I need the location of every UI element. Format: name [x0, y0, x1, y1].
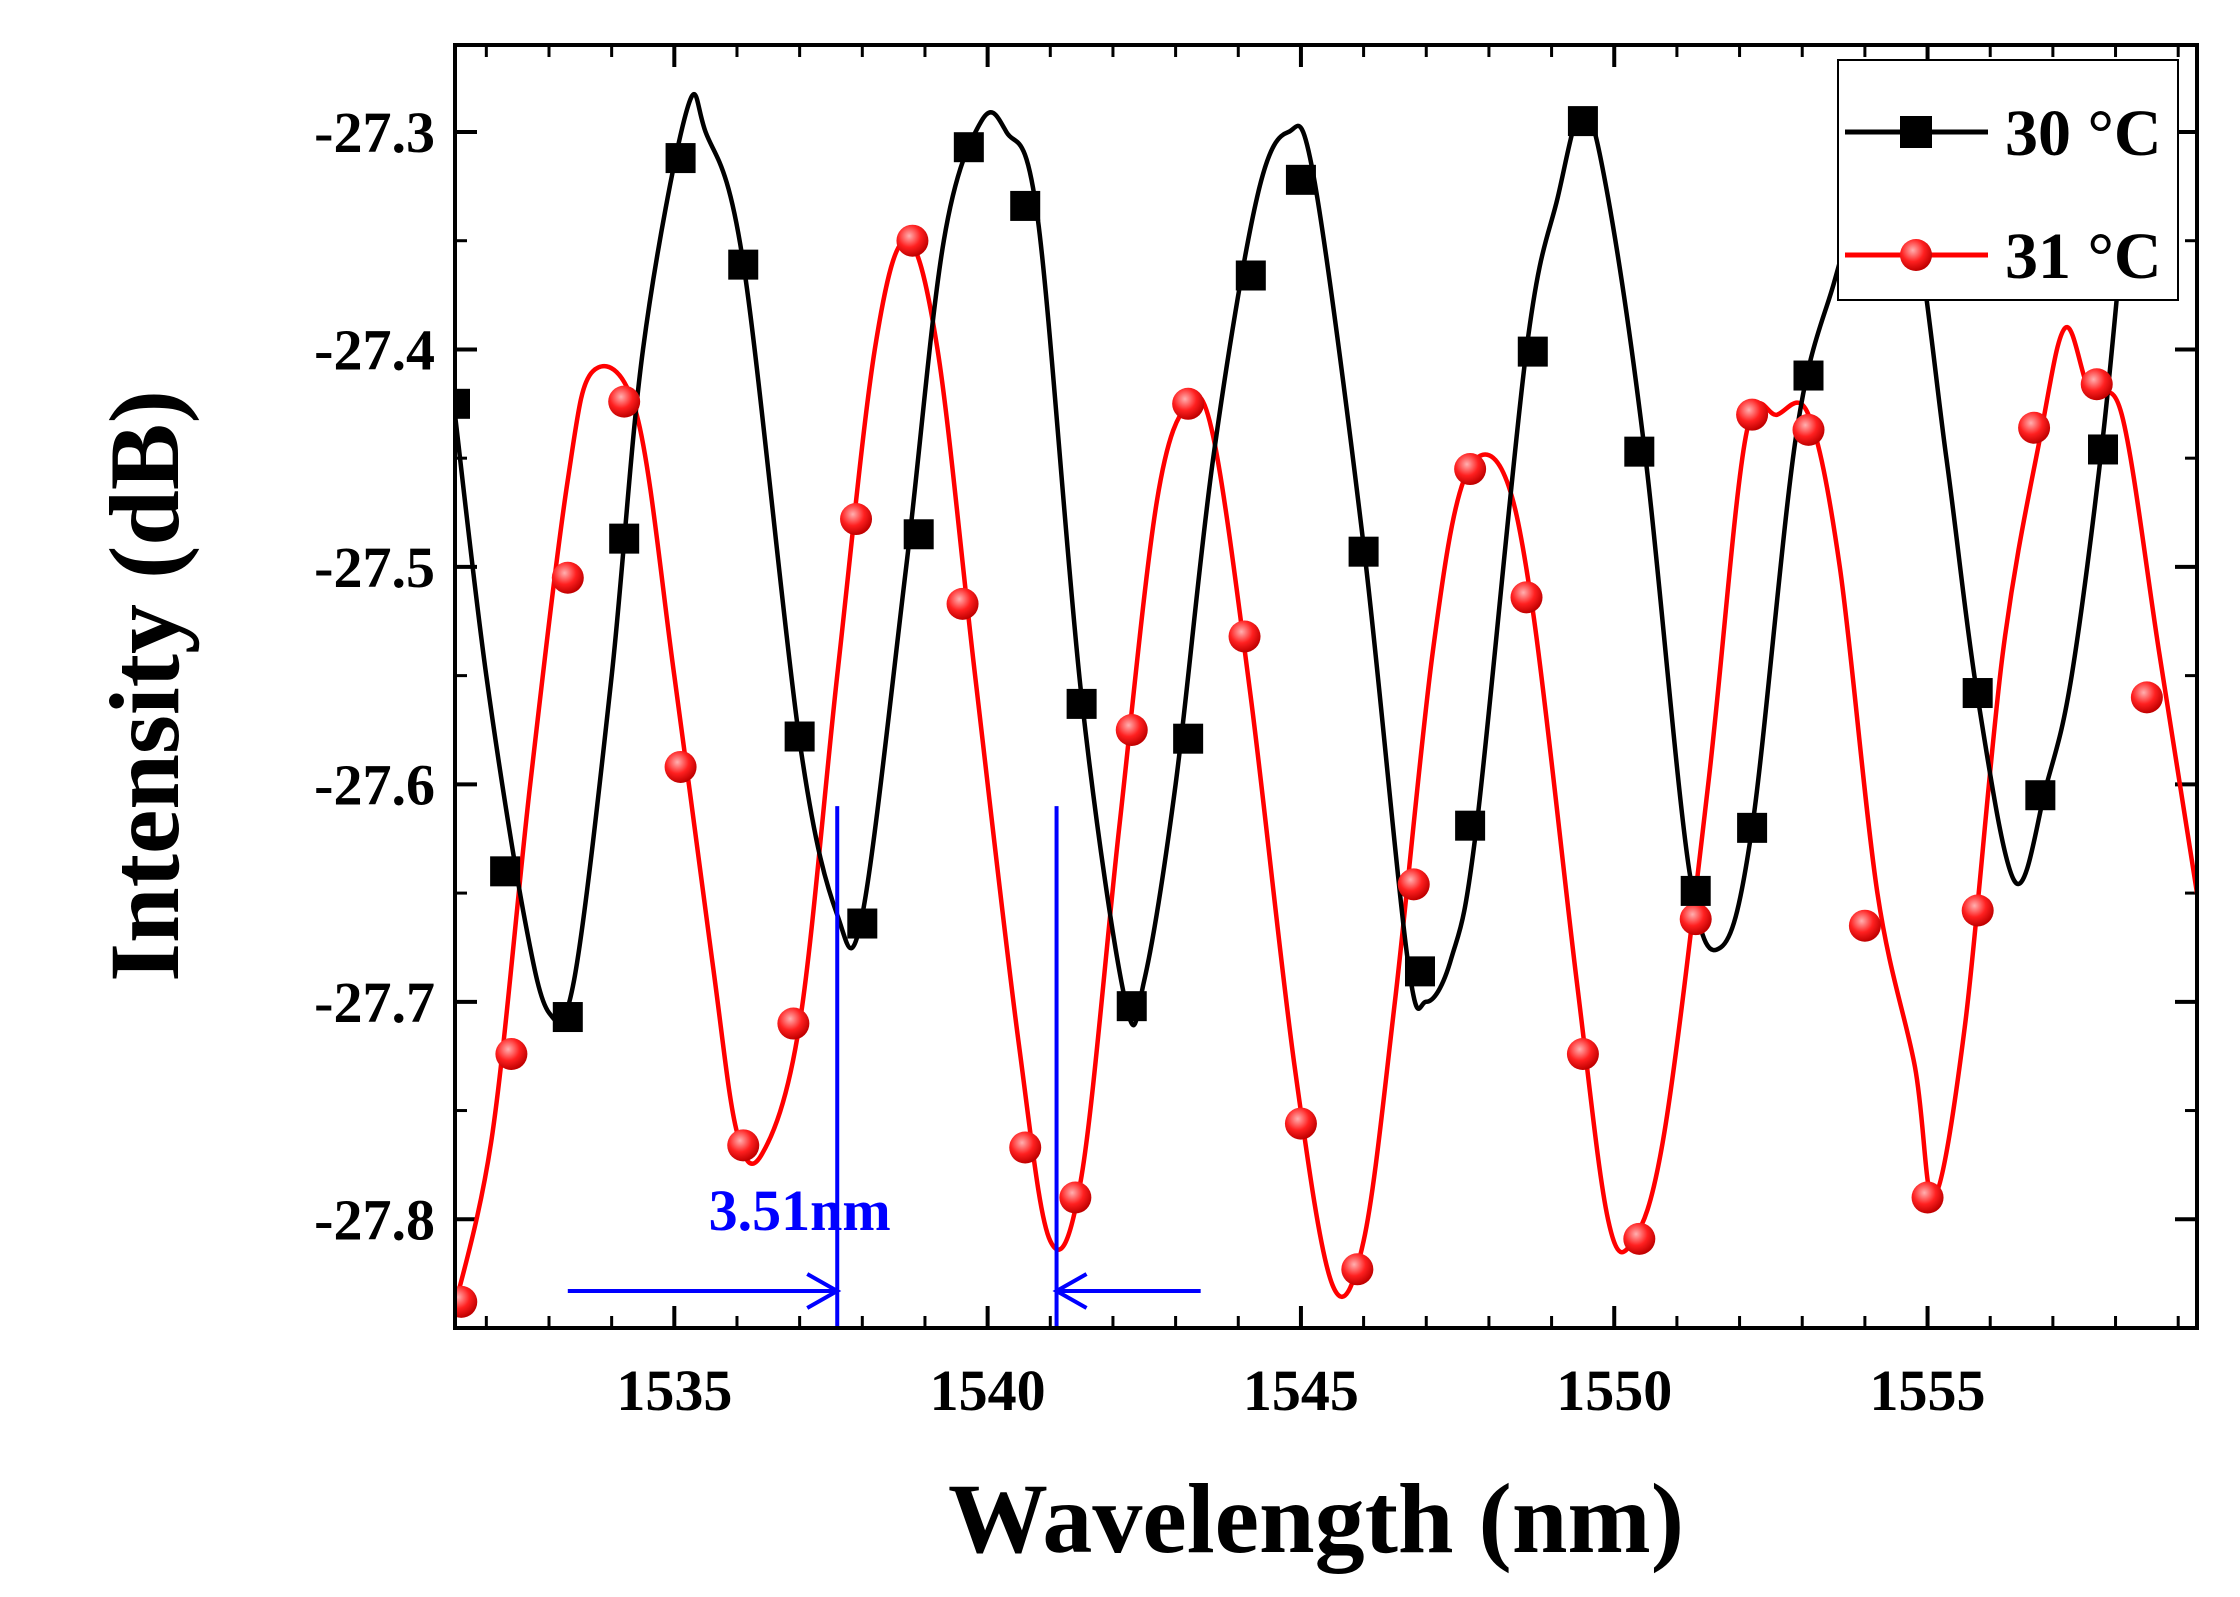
data-point-30c [1116, 991, 1147, 1022]
data-point-31c [1911, 1181, 1944, 1214]
data-point-30c [2088, 434, 2119, 465]
data-point-30c [1962, 678, 1993, 709]
annotation-arrowhead [1052, 1272, 1088, 1310]
data-point-31c [840, 503, 873, 536]
data-point-31c [2018, 411, 2051, 444]
data-point-31c [664, 750, 697, 783]
legend: 30 °C 31 °C [1837, 59, 2179, 301]
data-point-31c [1566, 1038, 1599, 1071]
data-point-31c [1510, 581, 1543, 614]
data-point-30c [953, 132, 984, 163]
data-point-30c [490, 856, 521, 887]
data-point-30c [847, 908, 878, 939]
data-point-31c [2130, 681, 2163, 714]
data-point-31c [727, 1129, 760, 1162]
y-axis-title: Intensity (dB) [89, 390, 200, 982]
annotation-label: 3.51nm [709, 1178, 891, 1243]
legend-marker-circle [1900, 239, 1932, 271]
series-line-31c [455, 238, 2197, 1307]
y-tick-label: -27.8 [314, 1187, 435, 1252]
y-tick-label: -27.5 [314, 535, 435, 600]
data-point-31c [1792, 413, 1825, 446]
data-point-31c [1454, 453, 1487, 486]
data-point-30c [784, 721, 815, 752]
x-axis: 1535 1540 1545 1550 1555 [484, 45, 2180, 1423]
legend-label-31c: 31 °C [2005, 220, 2162, 293]
data-point-31c [1172, 387, 1205, 420]
data-point-31c [2080, 368, 2113, 401]
data-point-30c [2025, 780, 2056, 811]
legend-label-30c: 30 °C [2005, 97, 2162, 170]
data-point-31c [1115, 713, 1148, 746]
data-point-31c [1009, 1131, 1042, 1164]
data-point-31c [495, 1038, 528, 1071]
data-point-31c [1679, 903, 1712, 936]
legend-marker-square [1900, 116, 1932, 148]
x-tick-label: 1540 [930, 1358, 1046, 1423]
x-tick-label: 1535 [616, 1358, 732, 1423]
data-point-30c [1066, 688, 1097, 719]
annotation: 3.51nm [567, 806, 1201, 1328]
data-point-31c [777, 1007, 810, 1040]
data-point-30c [1173, 723, 1204, 754]
data-point-30c [552, 1002, 583, 1033]
x-tick-label: 1555 [1870, 1358, 1986, 1423]
data-point-30c [1567, 106, 1598, 137]
markers [455, 106, 2163, 1318]
data-point-30c [1348, 536, 1379, 567]
data-point-31c [608, 385, 641, 418]
data-point-30c [609, 523, 640, 554]
data-point-30c [1455, 810, 1486, 841]
y-tick-label: -27.3 [314, 100, 435, 165]
annotation-arrowhead [806, 1272, 842, 1310]
data-point-30c [1793, 360, 1824, 391]
data-point-31c [1341, 1253, 1374, 1286]
data-point-31c [1228, 620, 1261, 653]
data-point-31c [1848, 909, 1881, 942]
data-point-30c [1010, 190, 1041, 221]
data-point-31c [1736, 398, 1769, 431]
data-point-31c [1284, 1107, 1317, 1140]
x-axis-title: Wavelength (nm) [948, 1463, 1684, 1574]
legend-box [1837, 59, 2179, 301]
data-point-31c [1961, 894, 1994, 927]
y-tick-label: -27.7 [314, 970, 435, 1035]
data-point-30c [1624, 436, 1655, 467]
y-tick-label: -27.6 [314, 752, 435, 817]
plot-frame [453, 43, 2199, 1330]
data-point-30c [728, 249, 759, 280]
x-tick-label: 1545 [1243, 1358, 1359, 1423]
data-point-30c [1517, 336, 1548, 367]
data-point-30c [665, 143, 696, 174]
data-point-30c [1235, 260, 1266, 291]
data-point-31c [1059, 1181, 1092, 1214]
data-point-30c [1680, 875, 1711, 906]
data-point-31c [1623, 1222, 1656, 1255]
data-point-31c [551, 561, 584, 594]
data-point-30c [1737, 812, 1768, 843]
data-point-31c [946, 587, 979, 620]
y-tick-label: -27.4 [314, 317, 435, 382]
data-point-30c [903, 519, 934, 550]
data-point-31c [1397, 868, 1430, 901]
data-point-31c [455, 1285, 478, 1318]
data-point-31c [896, 224, 929, 257]
data-point-30c [1404, 956, 1435, 987]
data-point-30c [1285, 164, 1316, 195]
data-point-30c [455, 388, 470, 419]
x-tick-label: 1550 [1556, 1358, 1672, 1423]
